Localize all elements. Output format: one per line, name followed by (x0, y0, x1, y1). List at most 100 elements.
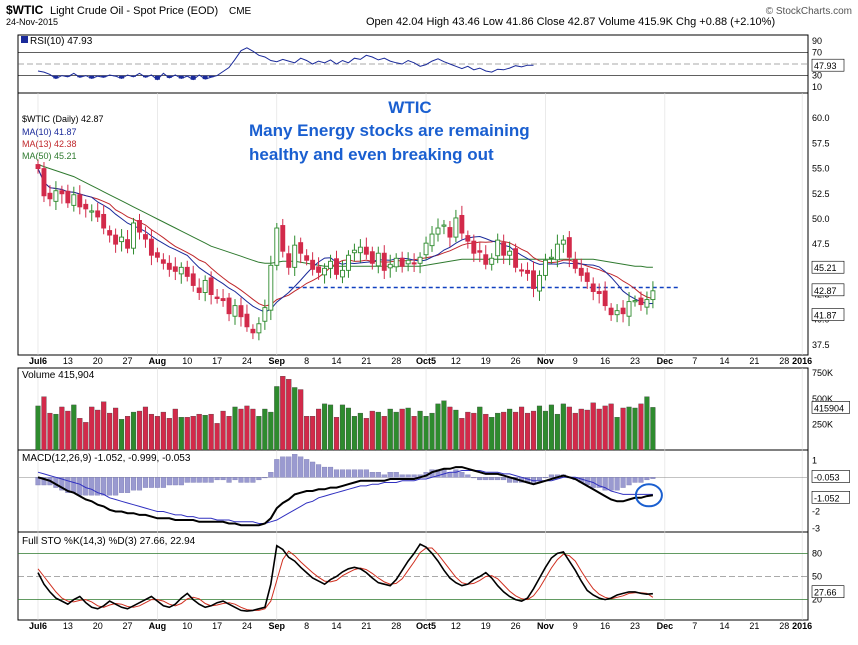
macd-histogram-bar (381, 474, 387, 478)
x-tick-28: 28 (391, 621, 401, 631)
x-tick-Aug: Aug (149, 356, 167, 366)
macd-histogram-bar (125, 477, 131, 493)
macd-histogram-bar (626, 477, 632, 486)
macd-histogram-bar (190, 477, 196, 483)
volume-bar (477, 406, 483, 451)
candle (232, 299, 238, 325)
volume-bar (357, 412, 363, 451)
volume-bar (489, 417, 495, 451)
volume-bar (220, 410, 226, 451)
close-last-value-box (811, 283, 845, 297)
macd-histogram-bar (316, 464, 322, 478)
candle-body (316, 266, 322, 273)
candle (256, 317, 262, 341)
candle-body (244, 313, 250, 328)
stochastic-last-value-box (811, 585, 845, 599)
candle-body (148, 238, 154, 256)
macd-signal-line (37, 470, 653, 524)
volume-bar (650, 407, 656, 451)
price-tick-52.5: 52.5 (812, 189, 830, 199)
x-tick-Dec: Dec (657, 356, 674, 366)
price-pane (17, 92, 809, 356)
macd-histogram-bar (310, 461, 316, 478)
candle-body (226, 297, 232, 315)
annotation-line-3: healthy and even breaking out (249, 145, 494, 164)
x-tick-21: 21 (749, 621, 759, 631)
volume-bar (620, 407, 626, 451)
x-tick-Nov: Nov (537, 621, 554, 631)
volume-bar (113, 407, 119, 451)
macd-histogram-bar (178, 477, 184, 486)
price-tick-60.0: 60.0 (812, 113, 830, 123)
rsi-legend: RSI(10) 47.93 (21, 36, 93, 47)
candle-body (340, 269, 345, 278)
candle-body (256, 323, 262, 334)
volume-bar (125, 416, 131, 451)
candle-body (423, 242, 429, 256)
candle (292, 235, 298, 276)
volume-bar (584, 409, 590, 451)
candle-body (560, 239, 566, 245)
candle-body (298, 242, 304, 254)
price-legend: $WTIC (Daily) 42.87 MA(10) 41.87 MA(13) … (22, 114, 104, 161)
stochastic-tick-80: 80 (812, 548, 822, 558)
candle (166, 255, 172, 277)
candle-body (590, 283, 596, 292)
volume-bar (447, 406, 453, 451)
candle (369, 246, 375, 270)
candle (113, 228, 119, 253)
macd-histogram-bar (154, 477, 160, 488)
x-tick-20: 20 (93, 621, 103, 631)
candle (650, 281, 656, 309)
macd-layer: 1-1-2-3-0.053-1.052 (18, 454, 850, 534)
x-tick-9: 9 (573, 356, 578, 366)
annotation-line-2: Many Energy stocks are remaining (249, 121, 530, 140)
candle (590, 277, 596, 301)
x-tick-Jul6: Jul6 (29, 621, 47, 631)
candle-body (292, 244, 298, 268)
volume-bar (471, 412, 477, 451)
volume-bar (596, 408, 602, 451)
stochastic-pane (17, 531, 809, 621)
volume-bar (101, 401, 107, 451)
candle-body (441, 224, 447, 227)
volume-tick-250K: 250K (812, 419, 833, 429)
x-tick-28: 28 (779, 356, 789, 366)
macd-histogram-bar (339, 469, 346, 478)
candle (77, 185, 83, 215)
volume-bar (560, 403, 566, 451)
volume-bar (644, 396, 650, 451)
candle (250, 324, 256, 340)
candle-body (328, 260, 333, 269)
rsi-tick-30: 30 (812, 71, 822, 81)
candle-body (71, 194, 77, 206)
volume-bar (483, 413, 489, 451)
candle-body (411, 262, 417, 265)
macd-histogram-bar (202, 477, 208, 483)
candle-body (345, 254, 351, 271)
candle-body (501, 242, 507, 256)
macd-histogram-bar (232, 477, 238, 481)
volume-bar (35, 405, 41, 451)
x-tick-27: 27 (123, 621, 133, 631)
price-layer: 60.057.555.052.550.047.545.042.540.037.5… (35, 93, 845, 620)
macd-histogram-bar (465, 474, 471, 478)
macd-histogram-bar (399, 474, 405, 478)
macd-histogram-bar (327, 466, 334, 478)
candle (298, 237, 304, 264)
candle (399, 251, 405, 273)
volume-bar (77, 418, 83, 451)
candle (345, 250, 351, 278)
macd-histogram-bar (477, 477, 483, 481)
volume-bar (626, 406, 632, 451)
candle-body (626, 301, 632, 317)
volume-bar (614, 417, 620, 451)
volume-bar (298, 389, 304, 451)
macd-histogram-bar (304, 459, 310, 478)
candle-body (387, 263, 393, 269)
candle-body (41, 168, 47, 197)
candle-body (351, 249, 357, 254)
candle (477, 242, 483, 263)
x-tick-19: 19 (481, 356, 491, 366)
